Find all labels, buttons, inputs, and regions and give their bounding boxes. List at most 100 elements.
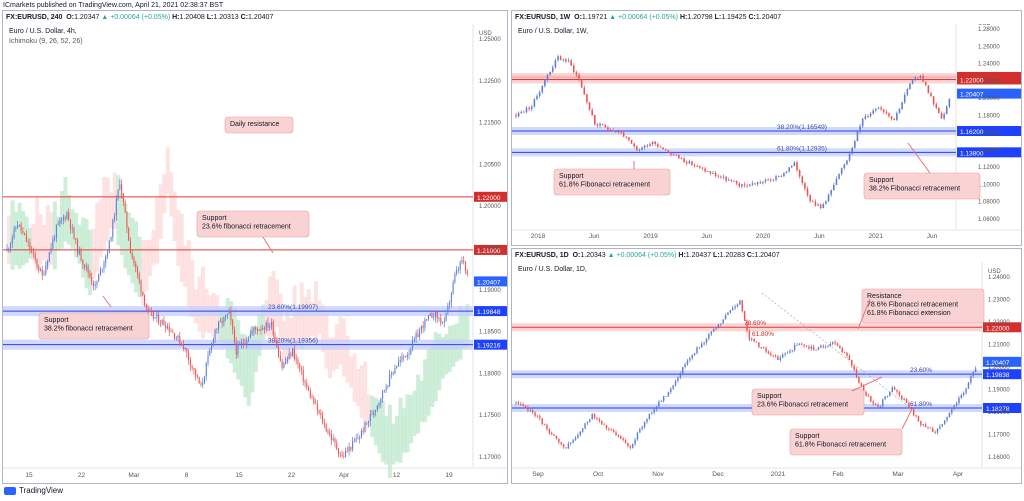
candle-body <box>948 98 951 107</box>
chart-panel-1w[interactable]: FX:EURUSD, 1W O:1.19721 ▲ +0.00064 (+0.0… <box>511 10 1022 246</box>
candle-body <box>41 269 43 276</box>
ichimoku-cloud-segment <box>296 306 301 345</box>
o-label: O: <box>66 14 75 21</box>
candle-body <box>910 407 913 410</box>
candle-body <box>838 173 840 179</box>
candle-body <box>269 325 271 328</box>
candle-body <box>898 109 901 114</box>
candle-body <box>659 146 662 148</box>
current-price-tag <box>474 276 507 287</box>
candle-body <box>543 423 546 425</box>
candle-body <box>655 406 658 410</box>
candle-body <box>413 338 415 341</box>
annotation-arrow <box>901 408 913 430</box>
open-value: 1.20347 <box>74 14 100 21</box>
ichimoku-cloud-segment <box>349 356 354 388</box>
candle-body <box>570 60 572 66</box>
candle-body <box>688 161 691 164</box>
candle-body <box>531 410 534 413</box>
candle-body <box>242 342 244 344</box>
fib-level-label: 61.80% <box>752 331 774 338</box>
candle-body <box>608 428 610 430</box>
candle-body <box>946 417 948 421</box>
candle-body <box>397 361 399 367</box>
candle-body <box>207 355 209 364</box>
ichimoku-cloud-segment <box>366 394 371 428</box>
candle-body <box>562 59 565 61</box>
x-tick-label: Jun <box>927 233 938 240</box>
candle-body <box>774 355 777 357</box>
close-value: 1.20407 <box>755 14 782 21</box>
ichimoku-cloud-segment <box>380 400 385 462</box>
candle-body <box>279 355 281 362</box>
candle-body <box>152 312 154 318</box>
candle-body <box>288 353 290 360</box>
candle-body <box>710 331 712 335</box>
candle-body <box>193 367 195 370</box>
candle-body <box>165 325 167 329</box>
candle-body <box>725 176 727 181</box>
chart-panel-1d[interactable]: FX:EURUSD, 1D O:1.20343 ▲ +0.00064 (+0.0… <box>511 248 1022 484</box>
candle-body <box>629 446 632 448</box>
candle-body <box>755 341 758 343</box>
annotation-line: 61.8% Fibonacci retracement <box>795 442 886 449</box>
candle-body <box>643 421 646 428</box>
candle-body <box>177 335 179 339</box>
candle-body <box>696 347 698 354</box>
ichimoku-cloud-segment <box>409 395 414 444</box>
candle-body <box>604 124 607 128</box>
annotation-line: Support <box>44 317 69 324</box>
level-price-tag-text: 1.22000 <box>986 325 1010 332</box>
l-label: L: <box>714 14 722 21</box>
level-price-tag <box>983 322 1021 333</box>
chart-title: Euro / U.S. Dollar, 1W, <box>518 28 589 35</box>
candle-body <box>554 60 557 68</box>
chart-legend: Euro / U.S. Dollar, 1W, <box>518 27 588 37</box>
candle-body <box>283 363 285 368</box>
indicator-label[interactable]: Ichimoku (9, 26, 52, 26) <box>9 38 83 45</box>
chart-panel-4h[interactable]: FX:EURUSD, 240 O:1.20347 ▲ +0.00064 (+0.… <box>2 10 508 484</box>
candle-body <box>228 310 230 315</box>
ichimoku-cloud-segment <box>141 240 146 306</box>
candle-body <box>891 387 893 393</box>
candle-body <box>244 343 246 345</box>
ichimoku-cloud-segment <box>95 202 100 273</box>
annotation-box <box>553 168 671 196</box>
candle-body <box>29 242 31 250</box>
ichimoku-cloud-segment <box>275 279 280 328</box>
candle-body <box>549 71 551 76</box>
candle-body <box>827 194 830 202</box>
candle-body <box>399 359 401 362</box>
o-label: O: <box>572 252 581 259</box>
y-tick-label: 1.06000 <box>978 217 1000 223</box>
candle-body <box>930 93 932 97</box>
low-value: 1.20283 <box>719 252 745 259</box>
candle-body <box>161 320 163 324</box>
ichimoku-cloud-segment <box>183 245 188 288</box>
candle-body <box>903 399 905 400</box>
x-tick-label: Jun <box>702 233 713 240</box>
candle-body <box>452 282 454 294</box>
candle-body <box>517 112 520 117</box>
candle-body <box>932 96 935 105</box>
candle-body <box>308 387 310 391</box>
candle-body <box>235 341 237 355</box>
annotation-line: Support <box>795 433 820 440</box>
candle-body <box>196 376 198 378</box>
candle-body <box>560 442 562 445</box>
candle-body <box>861 118 864 127</box>
low-value: 1.19425 <box>721 14 747 21</box>
candle-body <box>601 123 604 125</box>
candle-body <box>960 394 963 398</box>
candle-body <box>353 440 355 442</box>
ichimoku-cloud-segment <box>225 297 230 359</box>
candle-body <box>173 332 176 339</box>
candle-body <box>322 415 324 424</box>
candle-body <box>375 409 377 412</box>
tradingview-footer[interactable]: TradingView <box>4 486 63 495</box>
level-price-tag-text: 1.22000 <box>477 195 501 202</box>
candle-body <box>832 342 834 344</box>
high-value: 1.20408 <box>179 14 205 21</box>
ichimoku-cloud-segment <box>42 224 47 260</box>
ichimoku-cloud-segment <box>289 318 294 353</box>
